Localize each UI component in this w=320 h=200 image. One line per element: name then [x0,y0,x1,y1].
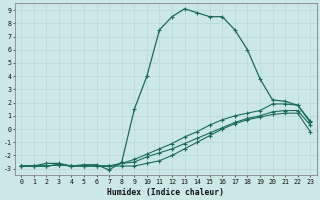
X-axis label: Humidex (Indice chaleur): Humidex (Indice chaleur) [107,188,224,197]
